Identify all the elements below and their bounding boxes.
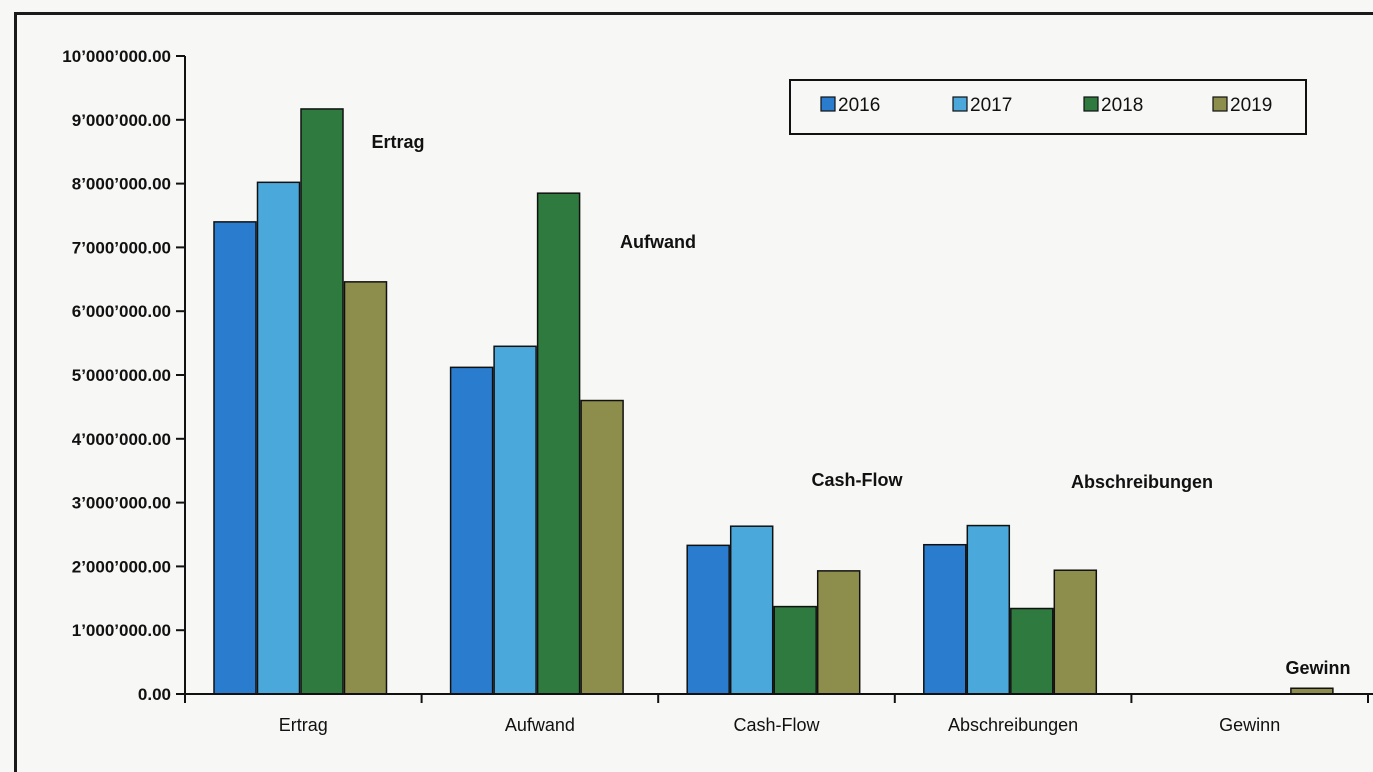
y-tick-label: 3’000’000.00 bbox=[72, 494, 171, 513]
bar-2016-abschreibungen bbox=[923, 543, 967, 695]
legend-label-2018: 2018 bbox=[1101, 95, 1143, 116]
bar-2018-ertrag bbox=[300, 108, 344, 695]
legend-label-2019: 2019 bbox=[1230, 95, 1272, 116]
bar-2017-aufwand bbox=[493, 345, 537, 695]
x-axis: Ertrag Aufwand Cash-Flow Abschreibungen Gewi… bbox=[184, 693, 1373, 735]
y-tick-label: 1’000’000.00 bbox=[72, 621, 171, 640]
legend-swatch-2016 bbox=[820, 96, 836, 112]
bar-2016-ertrag bbox=[213, 221, 257, 695]
y-axis: 0.00 1’000’000.00 2’000’000.00 3’000’000.00… bbox=[62, 47, 186, 704]
bars bbox=[213, 108, 1334, 695]
bar-2018-aufwand bbox=[536, 192, 581, 695]
x-tick-label: Aufwand bbox=[505, 715, 575, 735]
bar-2018-abschreibungen bbox=[1010, 607, 1054, 695]
x-tick-label: Cash-Flow bbox=[733, 715, 820, 735]
legend-swatch-2017 bbox=[952, 96, 968, 112]
legend-swatch-2019 bbox=[1212, 96, 1228, 112]
y-tick-label: 0.00 bbox=[138, 685, 171, 704]
bar-2016-cash-flow bbox=[686, 544, 730, 695]
y-tick-label: 10’000’000.00 bbox=[62, 47, 171, 66]
y-tick-label: 4’000’000.00 bbox=[72, 430, 171, 449]
y-tick-label: 5’000’000.00 bbox=[72, 366, 171, 385]
chart-frame bbox=[14, 12, 1373, 772]
annotation-label: Gewinn bbox=[1285, 658, 1350, 678]
y-tick-label: 7’000’000.00 bbox=[72, 238, 171, 257]
bar-2019-aufwand bbox=[580, 399, 624, 695]
x-tick-label: Ertrag bbox=[279, 715, 328, 735]
bar-2016-aufwand bbox=[449, 366, 494, 695]
legend-label-2016: 2016 bbox=[838, 95, 880, 116]
annotation-label: Aufwand bbox=[620, 232, 696, 252]
legend-box bbox=[789, 79, 1307, 135]
annotation-label: Cash-Flow bbox=[811, 470, 903, 490]
y-tick-label: 9’000’000.00 bbox=[72, 111, 171, 130]
y-tick-label: 6’000’000.00 bbox=[72, 302, 171, 321]
bar-2019-abschreibungen bbox=[1053, 569, 1098, 695]
annotation-label: Abschreibungen bbox=[1071, 472, 1213, 492]
bar-chart: 0.00 1’000’000.00 2’000’000.00 3’000’000.00… bbox=[62, 47, 1373, 735]
x-tick-label: Gewinn bbox=[1219, 715, 1280, 735]
bar-2017-ertrag bbox=[256, 181, 301, 695]
legend-label-2017: 2017 bbox=[970, 95, 1012, 116]
bar-2018-cash-flow bbox=[773, 605, 817, 695]
annotation-label: Ertrag bbox=[371, 132, 424, 152]
legend: 2016 2017 2018 2019 bbox=[789, 79, 1307, 135]
x-tick-label: Abschreibungen bbox=[948, 715, 1078, 735]
bar-2017-abschreibungen bbox=[966, 524, 1011, 695]
y-tick-label: 2’000’000.00 bbox=[72, 557, 171, 576]
y-tick-label: 8’000’000.00 bbox=[72, 175, 171, 194]
bar-2019-ertrag bbox=[343, 281, 388, 695]
legend-swatch-2018 bbox=[1083, 96, 1099, 112]
annotations: Ertrag Aufwand Cash-Flow Abschreibungen Gewi… bbox=[371, 132, 1350, 678]
bar-2017-cash-flow bbox=[729, 525, 774, 695]
bar-2019-cash-flow bbox=[816, 570, 861, 695]
